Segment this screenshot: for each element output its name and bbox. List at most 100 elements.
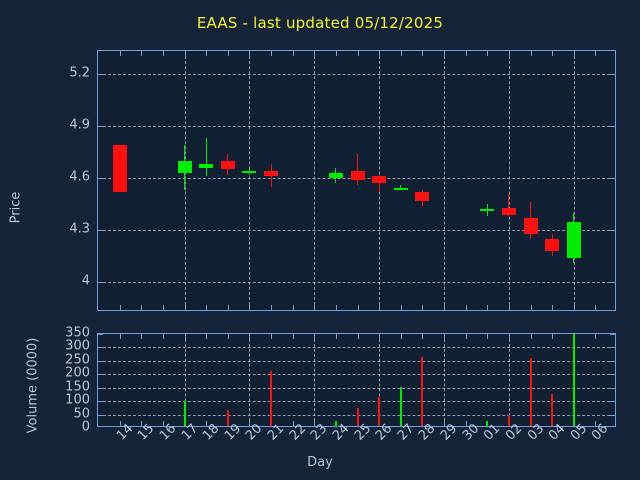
volume-gridline-vertical: [508, 334, 510, 426]
volume-axis-tick: [98, 360, 103, 362]
volume-bar: [183, 400, 186, 426]
price-axis-tick: [98, 230, 103, 232]
candle-body: [328, 172, 343, 179]
volume-plot-area: [97, 333, 616, 427]
candle-wick: [378, 174, 380, 192]
price-axis-title: Price: [8, 191, 24, 224]
price-gridline-vertical: [249, 51, 251, 310]
price-gridline-vertical: [314, 51, 316, 310]
price-x-tick: [487, 51, 489, 56]
volume-bar: [399, 387, 402, 426]
volume-x-tick: [162, 334, 164, 339]
volume-x-tick: [119, 334, 121, 339]
volume-x-tick: [595, 334, 597, 339]
volume-x-tick: [444, 334, 445, 339]
volume-bar: [270, 370, 272, 426]
volume-bar: [226, 410, 229, 426]
price-axis-tick: [98, 125, 103, 127]
price-x-tick: [119, 51, 121, 56]
price-x-tick: [314, 51, 316, 56]
volume-y-tick-label: 300: [65, 338, 90, 354]
price-x-tick: [573, 51, 575, 56]
price-gridline-vertical: [444, 51, 445, 310]
price-x-tick: [465, 51, 467, 56]
volume-axis-tick: [98, 374, 103, 376]
price-axis-tick: [98, 282, 103, 284]
price-x-tick: [227, 305, 229, 310]
volume-x-tick: [444, 421, 445, 426]
price-axis-tick: [98, 178, 103, 180]
volume-x-tick: [400, 334, 402, 339]
price-x-tick: [444, 305, 445, 310]
volume-axis-tick: [98, 387, 103, 389]
volume-y-tick-label: 250: [65, 352, 90, 368]
price-x-tick: [595, 51, 597, 56]
candle-body: [220, 160, 235, 170]
price-gridline: [98, 125, 615, 127]
price-x-tick: [227, 51, 229, 56]
price-gridline-vertical: [508, 51, 510, 310]
volume-gridline: [98, 374, 615, 376]
volume-x-tick: [119, 421, 121, 426]
volume-axis-tick: [610, 414, 615, 416]
price-x-tick: [184, 51, 186, 56]
candle-wick: [400, 184, 402, 191]
volume-x-tick: [314, 334, 316, 339]
volume-gridline-vertical: [314, 334, 316, 426]
price-x-tick: [552, 305, 554, 310]
volume-x-tick: [184, 334, 186, 339]
volume-bar: [529, 357, 532, 426]
volume-y-tick-label: 150: [65, 379, 90, 395]
volume-axis-title: Volume (0000): [25, 337, 41, 434]
volume-axis-tick: [98, 334, 103, 335]
price-x-tick: [335, 305, 337, 310]
candle-wick: [508, 193, 510, 217]
candle-body: [393, 188, 408, 191]
volume-x-tick: [141, 421, 143, 426]
price-x-tick: [357, 305, 359, 310]
volume-x-tick: [141, 334, 143, 339]
volume-x-tick: [271, 334, 272, 339]
price-axis-tick: [98, 73, 103, 75]
volume-bar: [378, 397, 381, 426]
volume-axis-tick: [610, 374, 615, 376]
volume-x-tick: [530, 334, 532, 339]
x-axis-title: Day: [307, 455, 333, 470]
price-x-tick: [314, 305, 316, 310]
price-y-tick-label: 4: [81, 273, 90, 289]
volume-y-tick-label: 200: [65, 365, 90, 381]
volume-bar: [507, 414, 510, 426]
volume-bar: [572, 334, 575, 426]
volume-axis-tick: [610, 401, 615, 403]
candle-body: [545, 238, 560, 252]
price-x-tick: [508, 305, 510, 310]
price-x-tick: [379, 305, 381, 310]
candle-body: [264, 171, 278, 177]
volume-x-tick: [249, 421, 251, 426]
volume-gridline-vertical: [249, 334, 251, 426]
volume-x-tick: [206, 421, 208, 426]
price-x-tick: [335, 51, 337, 56]
volume-x-tick: [292, 421, 294, 426]
volume-x-tick: [422, 334, 424, 339]
volume-x-tick: [314, 421, 316, 426]
price-axis-tick: [610, 282, 615, 284]
volume-bar: [334, 420, 337, 426]
volume-x-tick: [487, 334, 489, 339]
price-x-tick: [141, 51, 143, 56]
price-gridline-vertical: [184, 51, 186, 310]
price-x-tick: [249, 51, 251, 56]
price-x-tick: [141, 305, 143, 310]
volume-x-tick: [206, 334, 208, 339]
price-x-tick: [162, 305, 164, 310]
volume-bar: [356, 407, 359, 426]
volume-y-tick-label: 100: [65, 392, 90, 408]
price-x-tick: [400, 51, 402, 56]
price-plot-inner: [98, 51, 615, 310]
candle-body: [242, 171, 257, 174]
candle-body: [177, 160, 192, 173]
price-x-tick: [595, 305, 597, 310]
price-y-axis-labels: 5.2 4.9 4.6 4.3 4: [0, 0, 90, 480]
volume-gridline-vertical: [184, 334, 186, 426]
